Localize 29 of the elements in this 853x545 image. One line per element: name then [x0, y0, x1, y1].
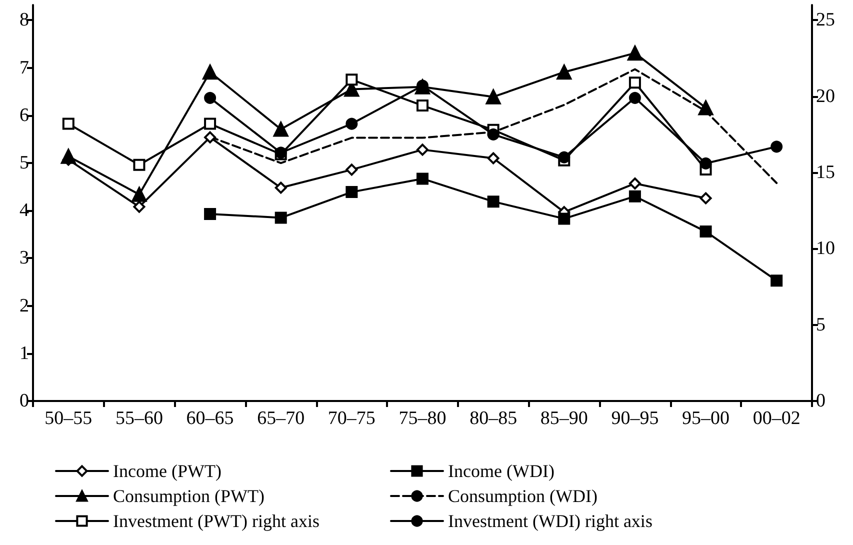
y-tick-label: 7	[20, 57, 29, 78]
y2-tick-label: 15	[816, 162, 835, 184]
x-tick-label: 75–80	[398, 408, 446, 429]
legend-label: Income (WDI)	[448, 461, 554, 481]
legend-label: Investment (WDI) right axis	[448, 511, 652, 531]
x-tick-label: 80–85	[470, 408, 518, 429]
x-tick-label: 65–70	[257, 408, 305, 429]
x-tick-label: 55–60	[115, 408, 163, 429]
y2-tick-label: 20	[816, 86, 835, 107]
x-tick-label: 60–65	[186, 408, 234, 429]
x-tick-label: 85–90	[540, 408, 588, 429]
legend-label: Income (PWT)	[113, 461, 222, 481]
y-tick-label: 3	[20, 248, 29, 269]
y-tick-label: 1	[20, 342, 29, 364]
legend-label: Consumption (WDI)	[448, 486, 598, 506]
y2-tick-label: 5	[816, 314, 826, 336]
x-tick-label: 90–95	[611, 408, 659, 429]
x-tick-label: 70–75	[328, 408, 376, 429]
y2-tick-label: 25	[816, 10, 835, 31]
y-tick-label: 2	[20, 295, 29, 316]
y-tick-label: 4	[20, 200, 30, 222]
y2-tick-label: 10	[816, 238, 835, 260]
x-tick-label: 00–02	[752, 408, 800, 429]
y-tick-label: 5	[20, 152, 29, 174]
x-tick-label: 95–00	[682, 408, 730, 429]
x-tick-label: 50–55	[44, 408, 92, 429]
y-tick-label: 8	[20, 10, 29, 31]
legend-label: Investment (PWT) right axis	[113, 511, 320, 531]
legend-label: Consumption (PWT)	[113, 486, 265, 506]
